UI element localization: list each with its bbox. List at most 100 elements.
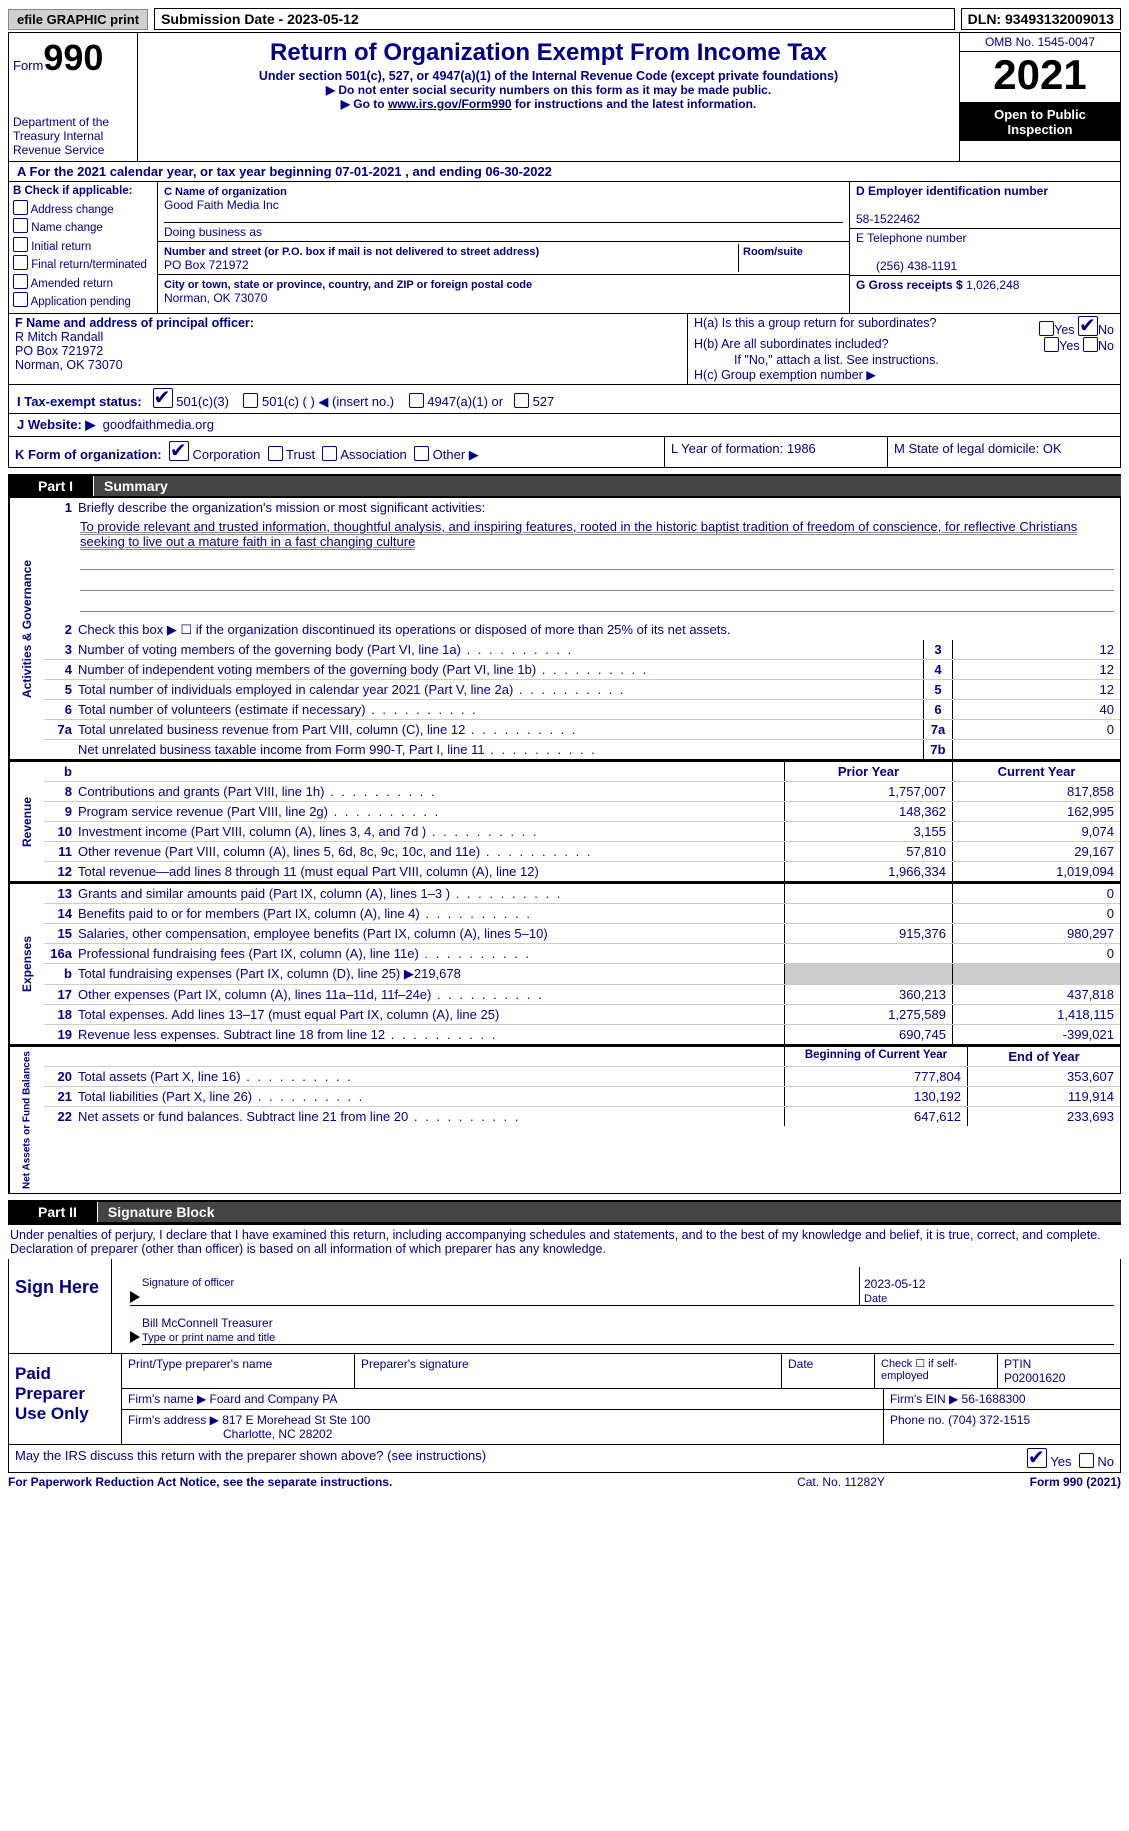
link-note: ▶ Go to www.irs.gov/Form990 for instruct… (146, 97, 951, 111)
city-label: City or town, state or province, country… (164, 279, 532, 291)
b-label: B Check if applicable: (13, 185, 133, 197)
telephone: (256) 438-1191 (856, 259, 957, 273)
officer-label: F Name and address of principal officer: (15, 316, 254, 330)
officer-addr2: Norman, OK 73070 (15, 358, 123, 372)
hdr-current: Current Year (952, 762, 1120, 781)
dba-label: Doing business as (164, 222, 843, 239)
l6-val: 40 (952, 700, 1120, 719)
year-formation: L Year of formation: 1986 (664, 437, 887, 467)
tax-year: 2021 (960, 52, 1120, 103)
chk-527[interactable] (514, 393, 529, 408)
section-h: H(a) Is this a group return for subordin… (687, 314, 1120, 384)
section-d: D Employer identification number 58-1522… (849, 182, 1120, 313)
l4-val: 12 (952, 660, 1120, 679)
officer-addr1: PO Box 721972 (15, 344, 103, 358)
chk-app-pending[interactable] (13, 292, 28, 307)
l16b: Total fundraising expenses (Part IX, col… (76, 964, 784, 984)
form-ref: Form 990 (2021) (941, 1475, 1121, 1489)
hb-note: If "No," attach a list. See instructions… (694, 353, 1114, 367)
chk-name-change[interactable] (13, 218, 28, 233)
side-rev: Revenue (9, 762, 44, 881)
chk-hb-no[interactable] (1083, 337, 1098, 352)
org-address: PO Box 721972 (164, 258, 249, 272)
footer-row: For Paperwork Reduction Act Notice, see … (8, 1473, 1121, 1489)
chk-501c[interactable] (243, 393, 258, 408)
section-b: B Check if applicable: Address change Na… (9, 182, 158, 313)
prep-date-label: Date (782, 1354, 875, 1388)
cat-no: Cat. No. 11282Y (741, 1475, 941, 1489)
tax-status-row: I Tax-exempt status: 501(c)(3) 501(c) ( … (8, 385, 1121, 414)
chk-ha-yes[interactable] (1039, 321, 1054, 336)
firm-name: Foard and Company PA (210, 1392, 338, 1406)
form-title: Return of Organization Exempt From Incom… (146, 39, 951, 67)
hb-label: H(b) Are all subordinates included? (694, 337, 1044, 353)
efile-print-button[interactable]: efile GRAPHIC print (8, 9, 148, 30)
ein-label: D Employer identification number (856, 184, 1048, 198)
irs-link[interactable]: www.irs.gov/Form990 (388, 97, 512, 111)
line2: Check this box ▶ ☐ if the organization d… (76, 620, 1120, 640)
officer-row: F Name and address of principal officer:… (8, 314, 1121, 385)
dln: DLN: 93493132009013 (961, 8, 1121, 30)
submission-date: Submission Date - 2023-05-12 (154, 8, 955, 30)
paperwork-notice: For Paperwork Reduction Act Notice, see … (8, 1475, 741, 1489)
form-header: Form990 Department of the Treasury Inter… (8, 32, 1121, 162)
chk-assoc[interactable] (322, 446, 337, 461)
state-domicile: M State of legal domicile: OK (887, 437, 1120, 467)
firm-addr1: 817 E Morehead St Ste 100 (222, 1413, 370, 1427)
officer-name: R Mitch Randall (15, 330, 103, 344)
sig-date: 2023-05-12 (864, 1277, 925, 1291)
top-bar: efile GRAPHIC print Submission Date - 20… (8, 8, 1121, 30)
chk-corp[interactable] (169, 441, 189, 461)
part2-header: Part II Signature Block (8, 1200, 1121, 1224)
ha-label: H(a) Is this a group return for subordin… (694, 316, 1039, 337)
sig-name: Bill McConnell Treasurer (142, 1316, 273, 1330)
penalties-text: Under penalties of perjury, I declare th… (8, 1224, 1121, 1259)
chk-discuss-no[interactable] (1079, 1453, 1094, 1468)
k-row: K Form of organization: Corporation Trus… (8, 437, 1121, 468)
chk-final-return[interactable] (13, 255, 28, 270)
org-name-label: C Name of organization (164, 186, 287, 198)
chk-trust[interactable] (268, 446, 283, 461)
discuss-row: May the IRS discuss this return with the… (8, 1445, 1121, 1473)
part1-title: Summary (94, 476, 1121, 496)
prep-self-emp: Check ☐ if self-employed (875, 1354, 998, 1388)
chk-discuss-yes[interactable] (1027, 1448, 1047, 1468)
firm-addr2: Charlotte, NC 28202 (128, 1427, 332, 1441)
prep-sig-label: Preparer's signature (355, 1354, 782, 1388)
sign-here-label: Sign Here (9, 1259, 112, 1353)
ptin: P02001620 (1004, 1371, 1065, 1385)
k-label: K Form of organization: (15, 447, 162, 462)
mission-q: Briefly describe the organization's miss… (76, 498, 1120, 517)
chk-other[interactable] (414, 446, 429, 461)
part1-header: Part I Summary (8, 474, 1121, 498)
gross-receipts: 1,026,248 (966, 278, 1019, 292)
form-subtitle: Under section 501(c), 527, or 4947(a)(1)… (146, 69, 951, 83)
side-exp: Expenses (9, 884, 44, 1044)
hdr-end: End of Year (967, 1047, 1120, 1066)
l3-val: 12 (952, 640, 1120, 659)
chk-ha-no[interactable] (1078, 316, 1098, 336)
org-city: Norman, OK 73070 (164, 291, 267, 305)
rev-section: Revenue bPrior YearCurrent Year 8Contrib… (8, 760, 1121, 882)
chk-amended[interactable] (13, 274, 28, 289)
chk-initial-return[interactable] (13, 237, 28, 252)
hdr-prior: Prior Year (784, 762, 952, 781)
org-info-row: B Check if applicable: Address change Na… (8, 182, 1121, 314)
period-row: A For the 2021 calendar year, or tax yea… (8, 162, 1121, 182)
chk-address-change[interactable] (13, 200, 28, 215)
section-f: F Name and address of principal officer:… (9, 314, 687, 384)
firm-ein: 56-1688300 (962, 1392, 1026, 1406)
mission-text: To provide relevant and trusted informat… (80, 519, 1077, 550)
website-row: J Website: ▶ goodfaithmedia.org (8, 414, 1121, 437)
part1-num: Part I (8, 476, 94, 496)
l5-val: 12 (952, 680, 1120, 699)
website-label: J Website: ▶ (17, 417, 95, 432)
tel-label: E Telephone number (856, 231, 967, 245)
chk-4947[interactable] (409, 393, 424, 408)
firm-phone: (704) 372-1515 (948, 1413, 1030, 1427)
omb-number: OMB No. 1545-0047 (960, 33, 1120, 52)
dept-label: Department of the Treasury Internal Reve… (13, 115, 133, 157)
chk-hb-yes[interactable] (1044, 337, 1059, 352)
ssn-note: ▶ Do not enter social security numbers o… (146, 83, 951, 97)
chk-501c3[interactable] (153, 388, 173, 408)
